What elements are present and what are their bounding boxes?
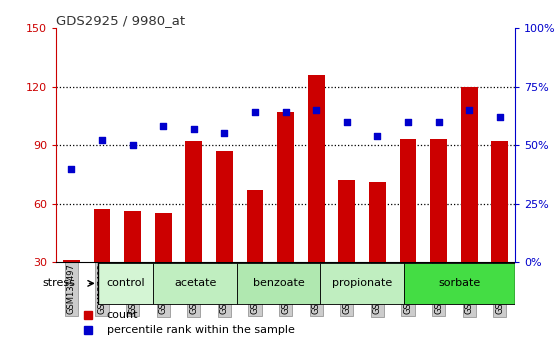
Bar [246, 190, 263, 262]
FancyBboxPatch shape [237, 263, 320, 304]
Point [97, 138, 106, 143]
Bar [308, 75, 325, 262]
FancyBboxPatch shape [320, 263, 404, 304]
Point [465, 107, 474, 113]
Point [373, 133, 382, 139]
Bar [400, 139, 417, 262]
Point [189, 126, 198, 132]
Bar [185, 141, 202, 262]
Bar [124, 211, 141, 262]
Bar [277, 112, 294, 262]
Point [67, 166, 76, 171]
Point [496, 114, 505, 120]
Point [158, 124, 167, 129]
Text: GDS2925 / 9980_at: GDS2925 / 9980_at [56, 14, 185, 27]
Bar [369, 182, 386, 262]
FancyBboxPatch shape [98, 263, 153, 304]
Bar [94, 209, 110, 262]
Point [128, 142, 137, 148]
Text: propionate: propionate [332, 278, 392, 289]
Point [434, 119, 443, 125]
Point [220, 131, 229, 136]
FancyBboxPatch shape [404, 263, 515, 304]
Point [312, 107, 321, 113]
Text: benzoate: benzoate [253, 278, 305, 289]
Bar [338, 180, 355, 262]
Text: sorbate: sorbate [438, 278, 480, 289]
FancyBboxPatch shape [153, 263, 237, 304]
Bar [155, 213, 171, 262]
Bar [63, 260, 80, 262]
Bar [461, 87, 478, 262]
Text: count: count [106, 310, 138, 320]
Point [342, 119, 351, 125]
Bar [492, 141, 508, 262]
Text: acetate: acetate [174, 278, 216, 289]
Text: stress: stress [43, 278, 76, 289]
Point [250, 110, 259, 115]
Bar [430, 139, 447, 262]
Point [281, 110, 290, 115]
Text: percentile rank within the sample: percentile rank within the sample [106, 325, 295, 335]
Bar [216, 151, 233, 262]
Point [404, 119, 413, 125]
Text: control: control [106, 278, 145, 289]
